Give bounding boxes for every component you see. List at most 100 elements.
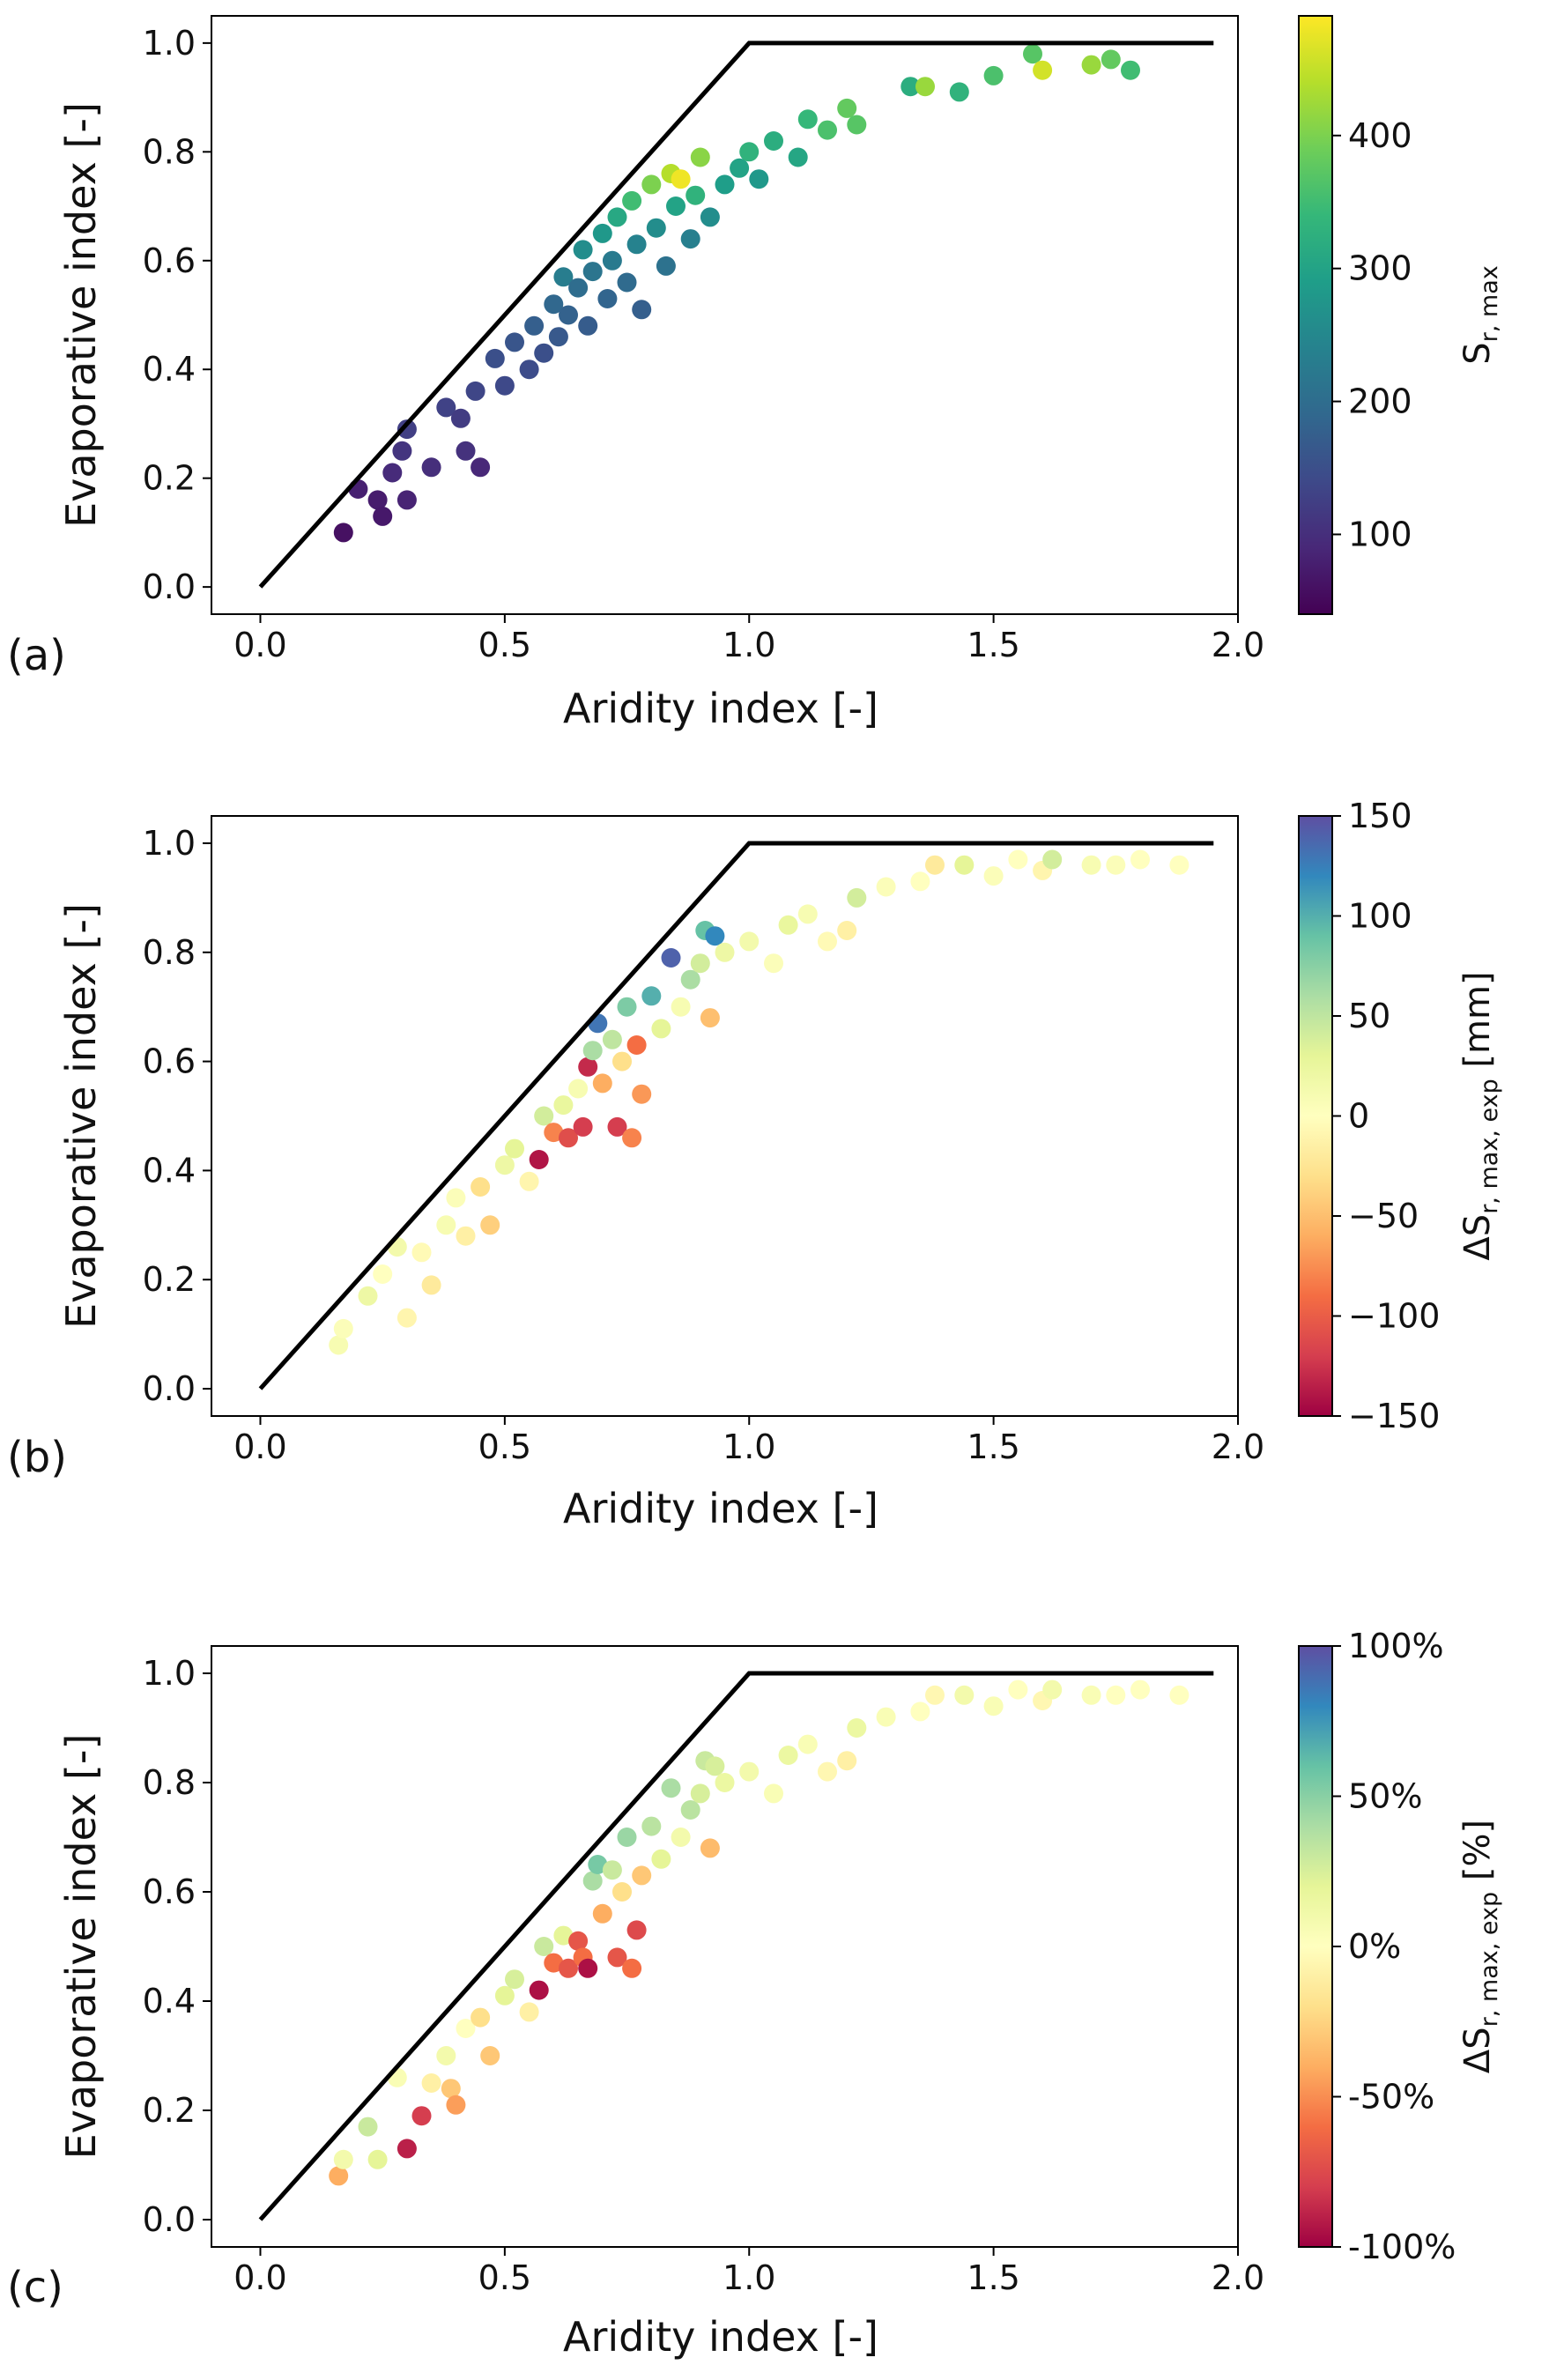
- data-point: [1008, 849, 1028, 870]
- colorbar-tick-label: 100%: [1348, 1627, 1444, 1665]
- data-point: [925, 1685, 945, 1705]
- data-point: [661, 1778, 681, 1798]
- colorbar-tick-label: −100: [1348, 1297, 1440, 1336]
- panel-label: (b): [7, 1433, 67, 1482]
- data-point: [421, 1275, 441, 1295]
- data-point: [553, 1925, 574, 1946]
- x-axis-label: Aridity index [-]: [563, 2313, 878, 2361]
- colorbar-tick-label: −150: [1348, 1397, 1440, 1435]
- data-point: [573, 1116, 593, 1137]
- colorbar: [1298, 815, 1333, 1417]
- data-point: [632, 300, 652, 320]
- data-point: [582, 1871, 603, 1891]
- y-tick-label: 1.0: [143, 824, 196, 863]
- data-point: [387, 2067, 407, 2087]
- x-axis-label: Aridity index [-]: [563, 685, 878, 732]
- data-point: [818, 120, 837, 140]
- data-point: [1042, 1679, 1063, 1700]
- colorbar-label-unit: [%]: [1457, 1820, 1498, 1892]
- panel-label: (c): [7, 2263, 63, 2312]
- data-point: [480, 1215, 500, 1235]
- data-point: [671, 169, 691, 189]
- data-point: [739, 142, 760, 162]
- data-point: [797, 904, 818, 924]
- data-point: [548, 327, 568, 347]
- y-axis-label: Evaporative index [-]: [57, 1734, 105, 2160]
- y-tick-label: 0.4: [143, 350, 196, 389]
- colorbar-tick-label: 200: [1348, 382, 1412, 421]
- data-point: [690, 147, 710, 167]
- data-point: [661, 948, 681, 968]
- data-point: [450, 408, 471, 428]
- y-tick-label: 0.8: [143, 933, 196, 972]
- data-point: [387, 1237, 407, 1257]
- data-point: [568, 278, 589, 298]
- data-point: [582, 1041, 603, 1061]
- data-point: [656, 256, 676, 276]
- x-tick-label: 2.0: [1212, 2258, 1264, 2297]
- data-point: [329, 2166, 349, 2186]
- data-point: [646, 218, 666, 238]
- x-tick-label: 0.5: [478, 2258, 531, 2297]
- y-tick-label: 0.2: [143, 459, 196, 498]
- data-point: [534, 1106, 554, 1126]
- x-tick-label: 0.0: [233, 2258, 286, 2297]
- data-point: [494, 1985, 515, 2006]
- y-tick-label: 0.4: [143, 1151, 196, 1190]
- axes-frame: [211, 15, 1239, 615]
- data-point: [592, 1903, 612, 1924]
- data-point: [471, 1177, 491, 1197]
- y-tick-label: 0.6: [143, 1872, 196, 1911]
- y-tick-label: 1.0: [143, 1654, 196, 1693]
- data-point: [700, 1838, 720, 1858]
- data-point: [553, 1095, 574, 1116]
- data-point: [373, 1264, 393, 1284]
- colorbar-tick-label: 100: [1348, 897, 1412, 936]
- colorbar-tick-label: 100: [1348, 515, 1412, 553]
- data-point: [505, 1969, 524, 1990]
- colorbar-tick-label: −50: [1348, 1197, 1419, 1235]
- y-tick-label: 0.0: [143, 1369, 196, 1408]
- data-point: [1106, 855, 1126, 875]
- panel-b: 0.0 0.5 1.0 1.5 2.0 0.0 0.2 0.4 0.6 0.8 1.0 Aridity…: [7, 797, 1503, 1532]
- x-tick-label: 0.0: [233, 1427, 286, 1466]
- colorbar-tick-label: 400: [1348, 116, 1412, 155]
- data-point: [597, 289, 618, 308]
- data-point: [626, 234, 647, 255]
- x-axis-label: Aridity index [-]: [563, 1485, 878, 1532]
- data-point: [519, 2002, 539, 2022]
- data-point: [588, 1013, 608, 1034]
- data-point: [505, 332, 524, 352]
- data-point: [847, 887, 867, 908]
- data-point: [568, 1931, 589, 1951]
- data-point: [705, 1756, 725, 1776]
- colorbar-label: Sr, max: [1457, 265, 1503, 365]
- data-point: [602, 250, 622, 271]
- data-point: [559, 305, 578, 325]
- data-point: [983, 866, 1004, 886]
- axes-frame: [211, 815, 1239, 1417]
- colorbar-tick-label: 0: [1348, 1097, 1369, 1136]
- data-point: [333, 2149, 353, 2169]
- data-point: [1033, 60, 1053, 80]
- data-point: [441, 2079, 461, 2099]
- data-point: [578, 1057, 598, 1077]
- y-tick-label: 0.4: [143, 1982, 196, 2020]
- data-point: [739, 1761, 760, 1782]
- data-point: [788, 147, 808, 167]
- data-point: [715, 942, 735, 962]
- data-point: [1106, 1685, 1126, 1705]
- data-point: [764, 131, 783, 151]
- data-point: [446, 2095, 466, 2115]
- colorbar-label-main: ΔS: [1457, 1214, 1498, 1261]
- colorbar-label: ΔSr, max, exp [mm]: [1457, 971, 1503, 1260]
- data-point: [818, 931, 837, 952]
- data-point: [671, 997, 691, 1017]
- data-point: [632, 1865, 652, 1886]
- data-point: [983, 1696, 1004, 1716]
- data-point: [626, 1035, 647, 1055]
- y-tick-label: 0.0: [143, 567, 196, 606]
- data-point: [797, 1734, 818, 1754]
- data-point: [529, 1980, 549, 2000]
- y-tick-label: 1.0: [143, 24, 196, 63]
